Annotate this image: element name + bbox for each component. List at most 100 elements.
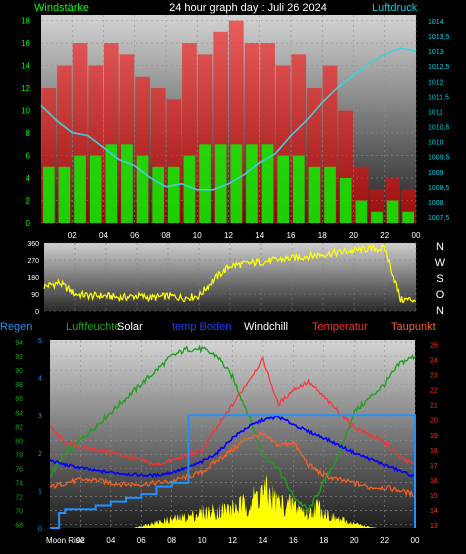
wind-speed-bar — [261, 144, 274, 223]
wind-direction-line — [43, 243, 417, 304]
y-tick-label: 16 — [21, 39, 30, 48]
y-tick-label: 1013,5 — [428, 34, 450, 41]
x-tick-label: 08 — [162, 231, 171, 240]
y-tick-label: 2 — [38, 451, 42, 458]
y-tick-label: 1013 — [428, 49, 444, 56]
x-tick-label: 10 — [198, 536, 207, 545]
y-tick-label: 17 — [430, 463, 438, 470]
y-tick-label: 88 — [15, 382, 23, 389]
y-tick-label: 25 — [430, 343, 438, 350]
y-tick-label: 360 — [27, 241, 39, 248]
wind-speed-bar — [293, 155, 305, 223]
y-tick-label: 1011 — [428, 109, 443, 116]
y-tick-label: 16 — [430, 478, 438, 485]
y-tick-label: 19 — [430, 433, 438, 440]
humidity-line — [49, 344, 416, 513]
y-tick-label: 6 — [26, 152, 31, 161]
x-tick-label: 20 — [350, 536, 359, 545]
y-tick-label: 24 — [430, 358, 438, 365]
solar-area — [50, 474, 415, 528]
wind-speed-bar — [152, 166, 164, 223]
temperature-line — [49, 356, 416, 467]
wind-y-left-ticks: 0 2 4 6 8 10 12 14 16 18 — [21, 17, 30, 228]
x-tick-label: 14 — [255, 231, 264, 240]
y-tick-label: 4 — [38, 376, 42, 383]
legend-windchill: Windchill — [244, 321, 288, 333]
x-tick-label: 04 — [99, 231, 108, 240]
y-tick-label: 1012,5 — [428, 64, 450, 71]
y-tick-label: 74 — [15, 480, 23, 487]
wind-speed-bar — [214, 144, 227, 223]
wind-speed-bar — [371, 211, 383, 223]
wind-speed-bar — [199, 144, 211, 223]
y-tick-label: 14 — [21, 62, 30, 71]
wind-speed-bar — [168, 166, 180, 223]
x-tick-label: 12 — [228, 536, 237, 545]
wind-speed-bar — [324, 166, 336, 223]
x-tick-label: 16 — [287, 231, 296, 240]
legend: Regen Luftfeuchte Solar temp Boden Windc… — [0, 321, 436, 333]
y-tick-label: 22 — [430, 388, 438, 395]
y-tick-label: 1 — [38, 488, 42, 495]
x-tick-label: 18 — [318, 231, 327, 240]
y-tick-label: 1014 — [428, 19, 444, 26]
y-tick-label: 1009,5 — [428, 155, 450, 162]
y-tick-label: 5 — [38, 338, 42, 345]
y-tick-label: 1011,5 — [428, 94, 449, 101]
wind-speed-bar — [89, 155, 102, 223]
y-tick-label: 8 — [26, 129, 31, 138]
wind-speed-bar — [136, 155, 149, 223]
rain-y-ticks: 0 1 2 3 4 5 — [38, 338, 42, 533]
legend-humidity: Luftfeuchte — [66, 321, 120, 333]
wind-speed-bar — [43, 166, 55, 223]
wind-speed-bar — [183, 155, 196, 223]
x-tick-label: 02 — [76, 536, 85, 545]
y-tick-label: 20 — [430, 418, 438, 425]
y-tick-label: 14 — [430, 508, 438, 515]
x-tick-label: 06 — [130, 231, 139, 240]
y-tick-label: 72 — [15, 494, 23, 501]
x-tick-label: 00 — [411, 536, 420, 545]
weather-x-ticks: 02 04 06 08 10 12 14 16 18 20 22 00 — [76, 536, 420, 545]
wind-speed-bar — [308, 166, 321, 223]
wind-panel-background — [41, 15, 416, 223]
x-tick-label: 14 — [258, 536, 267, 545]
y-tick-label: 0 — [26, 219, 31, 228]
wind-speed-bar — [386, 200, 399, 223]
y-tick-label: 94 — [15, 340, 23, 347]
y-tick-label: 0 — [38, 526, 42, 533]
y-tick-label: 180 — [27, 275, 39, 282]
x-tick-label: 18 — [319, 536, 328, 545]
rain-line — [50, 414, 416, 529]
temperature-y-ticks: 13 14 15 16 17 18 19 20 21 22 23 24 25 — [430, 343, 438, 530]
y-tick-label: 90 — [31, 292, 39, 299]
y-tick-label: 82 — [15, 424, 23, 431]
left-axis-label: Windstärke — [34, 2, 89, 14]
y-tick-label: 80 — [15, 438, 23, 445]
y-tick-label: 4 — [26, 174, 31, 183]
y-tick-label: 1008 — [428, 200, 444, 207]
x-tick-label: 02 — [68, 231, 77, 240]
y-tick-label: 18 — [21, 17, 30, 26]
y-tick-label: 270 — [27, 258, 39, 265]
wind-y-right-ticks: 1007,5 1008 1008,5 1009 1009,5 1010 1010,5 1011… — [428, 19, 450, 222]
y-tick-label: 0 — [35, 309, 39, 316]
y-tick-label: 70 — [15, 508, 23, 515]
x-tick-label: 04 — [106, 536, 115, 545]
weather-panel-marks — [49, 344, 416, 529]
compass-label: S — [436, 273, 443, 285]
compass-label: W — [435, 257, 446, 269]
y-tick-label: 68 — [15, 522, 23, 529]
pressure-line — [40, 47, 417, 191]
direction-panel-grid — [44, 242, 417, 312]
y-tick-label: 1008,5 — [428, 185, 450, 192]
compass-label: N — [436, 241, 444, 253]
x-tick-label: 12 — [224, 231, 233, 240]
y-tick-label: 12 — [21, 84, 30, 93]
y-tick-label: 3 — [38, 413, 42, 420]
y-tick-label: 13 — [430, 523, 438, 530]
wind-speed-bar — [230, 144, 243, 223]
y-tick-label: 76 — [15, 466, 23, 473]
y-tick-label: 2 — [26, 197, 31, 206]
